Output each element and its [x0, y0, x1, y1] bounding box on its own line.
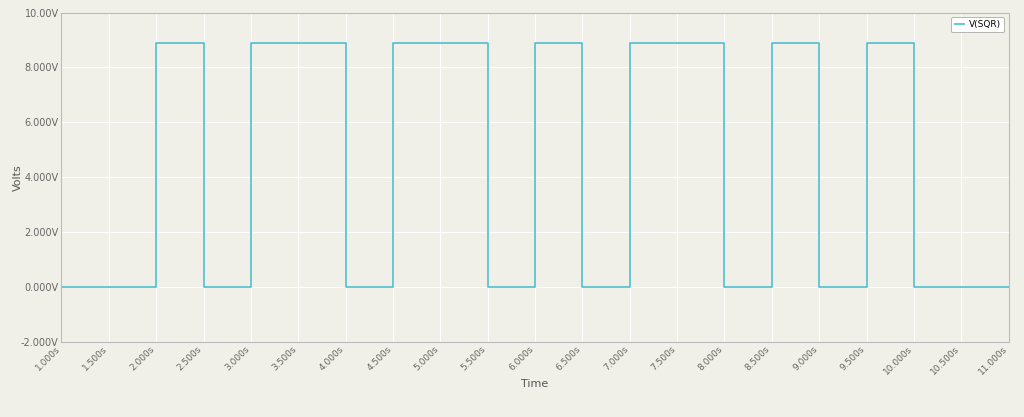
X-axis label: Time: Time [521, 379, 549, 389]
V(SQR) [908, 284, 921, 289]
V(SQR) [55, 284, 68, 289]
Legend: V(SQR): V(SQR) [951, 17, 1005, 33]
V(SQR) [151, 40, 163, 45]
V(SQR) [624, 40, 636, 45]
V(SQR) [198, 284, 210, 289]
V(SQR) [860, 40, 872, 45]
V(SQR) [340, 284, 352, 289]
V(SQR) [813, 284, 825, 289]
V(SQR) [908, 40, 921, 45]
V(SQR) [151, 284, 163, 289]
Y-axis label: Volts: Volts [13, 164, 24, 191]
V(SQR) [198, 40, 210, 45]
V(SQR) [813, 40, 825, 45]
V(SQR) [387, 284, 399, 289]
V(SQR) [529, 284, 542, 289]
V(SQR) [1002, 284, 1015, 289]
V(SQR) [577, 284, 589, 289]
V(SQR) [481, 40, 494, 45]
V(SQR) [577, 40, 589, 45]
V(SQR) [529, 40, 542, 45]
V(SQR) [340, 40, 352, 45]
V(SQR) [719, 40, 731, 45]
V(SQR) [766, 284, 778, 289]
V(SQR) [719, 284, 731, 289]
V(SQR) [624, 284, 636, 289]
V(SQR) [387, 40, 399, 45]
V(SQR) [860, 284, 872, 289]
V(SQR) [245, 284, 257, 289]
V(SQR) [245, 40, 257, 45]
V(SQR) [481, 284, 494, 289]
V(SQR) [766, 40, 778, 45]
Line: V(SQR): V(SQR) [61, 43, 1009, 287]
